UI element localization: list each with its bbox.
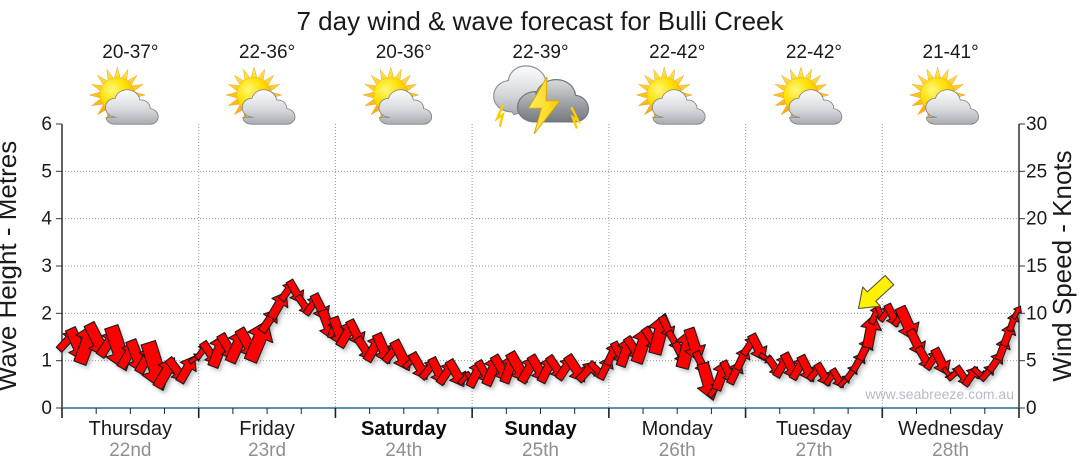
svg-text:25th: 25th [522,440,559,461]
svg-text:22-36°: 22-36° [239,42,295,63]
svg-text:Wave Height - Metres: Wave Height - Metres [0,141,22,391]
svg-text:15: 15 [1026,256,1047,277]
svg-text:5: 5 [41,161,52,182]
svg-text:10: 10 [1026,303,1047,324]
svg-text:Thursday: Thursday [89,418,172,440]
svg-text:22-39°: 22-39° [512,42,568,63]
svg-text:0: 0 [41,398,52,419]
svg-text:30: 30 [1026,114,1047,135]
svg-text:4: 4 [41,209,52,230]
svg-text:Tuesday: Tuesday [776,418,852,440]
svg-text:22-42°: 22-42° [649,42,705,63]
svg-text:27th: 27th [795,440,832,461]
svg-text:22nd: 22nd [109,440,151,461]
svg-text:www.seabreeze.com.au: www.seabreeze.com.au [864,386,1014,402]
svg-text:26th: 26th [659,440,696,461]
svg-text:21-41°: 21-41° [923,42,979,63]
svg-text:22-42°: 22-42° [786,42,842,63]
svg-text:1: 1 [41,351,52,372]
svg-text:25: 25 [1026,161,1047,182]
svg-text:6: 6 [41,114,52,135]
svg-text:Wednesday: Wednesday [898,418,1003,440]
svg-text:28th: 28th [932,440,969,461]
svg-text:20: 20 [1026,209,1047,230]
svg-text:Monday: Monday [642,418,713,440]
svg-text:23rd: 23rd [248,440,286,461]
svg-text:0: 0 [1026,398,1037,419]
svg-text:Wind Speed - Knots: Wind Speed - Knots [1047,150,1077,381]
svg-text:Sunday: Sunday [504,418,577,440]
svg-text:20-37°: 20-37° [102,42,158,63]
svg-text:24th: 24th [385,440,422,461]
svg-text:2: 2 [41,303,52,324]
svg-text:Saturday: Saturday [361,418,447,440]
svg-text:5: 5 [1026,351,1037,372]
svg-text:3: 3 [41,256,52,277]
svg-text:20-36°: 20-36° [376,42,432,63]
svg-text:Friday: Friday [239,418,295,440]
